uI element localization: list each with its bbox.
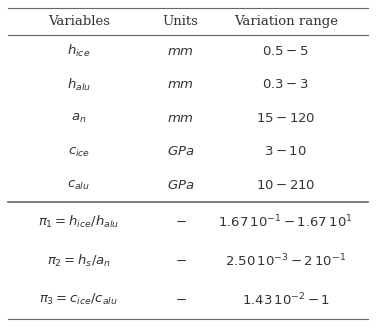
Text: $mm$: $mm$ — [167, 78, 194, 91]
Text: $0.5 - 5$: $0.5 - 5$ — [262, 45, 309, 58]
Text: Variables: Variables — [48, 15, 110, 28]
Text: $h_{alu}$: $h_{alu}$ — [67, 77, 91, 93]
Text: Variation range: Variation range — [234, 15, 338, 28]
Text: $10 - 210$: $10 - 210$ — [256, 179, 315, 192]
Text: Units: Units — [162, 15, 199, 28]
Text: $15 - 120$: $15 - 120$ — [256, 112, 315, 125]
Text: $mm$: $mm$ — [167, 112, 194, 125]
Text: $\pi_3 = c_{ice}/c_{alu}$: $\pi_3 = c_{ice}/c_{alu}$ — [39, 292, 118, 307]
Text: $c_{ice}$: $c_{ice}$ — [68, 145, 90, 159]
Text: $h_{ice}$: $h_{ice}$ — [67, 43, 91, 59]
Text: $-$: $-$ — [174, 215, 186, 228]
Text: $2.50\,10^{-3} - 2\,10^{-1}$: $2.50\,10^{-3} - 2\,10^{-1}$ — [225, 252, 346, 269]
Text: $\pi_1 = h_{ice}/h_{alu}$: $\pi_1 = h_{ice}/h_{alu}$ — [38, 214, 120, 230]
Text: $0.3 - 3$: $0.3 - 3$ — [262, 78, 309, 91]
Text: $GPa$: $GPa$ — [167, 179, 194, 192]
Text: $a_{n}$: $a_{n}$ — [71, 112, 86, 125]
Text: $1.67\,10^{-1} - 1.67\,10^{1}$: $1.67\,10^{-1} - 1.67\,10^{1}$ — [218, 214, 353, 230]
Text: $-$: $-$ — [174, 254, 186, 267]
Text: $\pi_2 = h_s/a_n$: $\pi_2 = h_s/a_n$ — [47, 253, 111, 269]
Text: $c_{alu}$: $c_{alu}$ — [67, 179, 91, 192]
Text: $-$: $-$ — [174, 293, 186, 306]
Text: $GPa$: $GPa$ — [167, 145, 194, 159]
Text: $mm$: $mm$ — [167, 45, 194, 58]
Text: $3 - 10$: $3 - 10$ — [264, 145, 307, 159]
Text: $1.43\,10^{-2} - 1$: $1.43\,10^{-2} - 1$ — [242, 291, 330, 308]
